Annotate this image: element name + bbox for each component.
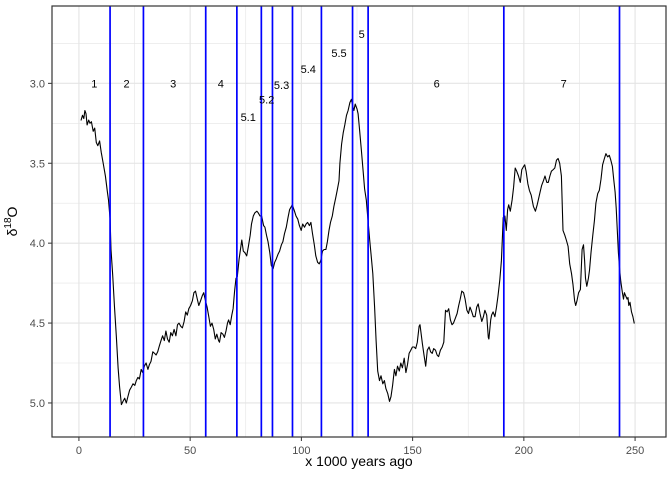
- y-tick-label: 4.0: [30, 238, 45, 250]
- x-tick-label: 100: [292, 445, 310, 457]
- y-axis-title-tail: O: [4, 206, 20, 217]
- stage-label: 2: [123, 78, 129, 90]
- stage-label: 3: [170, 78, 176, 90]
- x-axis-ticks: [78, 437, 636, 441]
- stage-label: 6: [434, 78, 440, 90]
- stage-label: 1: [91, 78, 97, 90]
- x-axis-tick-labels: 0 50 100 150 200 250: [76, 445, 644, 457]
- boundary-vlines-layer: [109, 6, 621, 437]
- stage-labels-layer: 1 2 3 4 5.15.25.3 5.4 5.5 5 6 7: [91, 29, 567, 124]
- y-axis-title-base: δ: [4, 228, 20, 236]
- stage-label: 5.1: [241, 112, 256, 124]
- x-tick-label: 0: [76, 445, 82, 457]
- x-tick-label: 250: [626, 445, 644, 457]
- stage-label: 5.2: [259, 94, 274, 106]
- y-tick-label: 4.5: [30, 318, 45, 330]
- x-tick-label: 50: [184, 445, 196, 457]
- x-tick-label: 150: [403, 445, 421, 457]
- stage-label: 5.4: [301, 64, 316, 76]
- grid-layer: [52, 6, 666, 437]
- y-axis-title: δ18O: [3, 206, 20, 236]
- d18o-curve: [80, 98, 635, 406]
- y-axis-tick-labels: 3.0 3.5 4.0 4.5 5.0: [30, 78, 45, 410]
- y-axis-title-superscript: 18: [3, 217, 14, 229]
- y-tick-label: 5.0: [30, 398, 45, 410]
- x-tick-label: 200: [515, 445, 533, 457]
- stage-label: 5: [359, 29, 365, 41]
- panel-border: [51, 5, 667, 438]
- x-axis-title: x 1000 years ago: [305, 453, 413, 469]
- stage-label: 5.5: [331, 48, 346, 60]
- y-axis-ticks: [48, 82, 52, 404]
- y-tick-label: 3.5: [30, 158, 45, 170]
- stage-label: 4: [218, 78, 224, 90]
- stage-label: 7: [561, 78, 567, 90]
- series-layer: [80, 98, 635, 406]
- y-tick-label: 3.0: [30, 78, 45, 90]
- stage-label: 5.3: [274, 80, 289, 92]
